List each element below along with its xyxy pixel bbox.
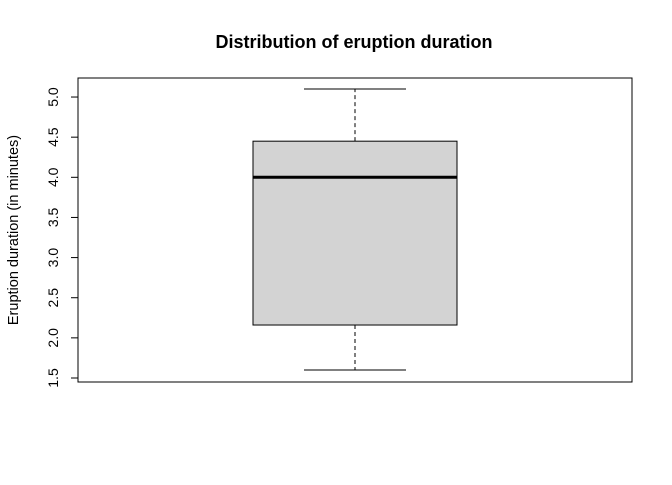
y-axis: 1.5 2.0 2.5 3.0 3.5 4.0 4.5 5.0 bbox=[45, 87, 79, 388]
y-tick-label: 2.0 bbox=[45, 328, 61, 348]
y-tick-label: 3.0 bbox=[45, 248, 61, 268]
y-tick-label: 4.0 bbox=[45, 167, 61, 187]
y-tick-label: 2.5 bbox=[45, 288, 61, 308]
y-tick-label: 5.0 bbox=[45, 87, 61, 107]
y-tick-label: 1.5 bbox=[45, 368, 61, 388]
chart-title: Distribution of eruption duration bbox=[216, 32, 493, 52]
y-tick-label: 3.5 bbox=[45, 208, 61, 228]
y-axis-label: Eruption duration (in minutes) bbox=[6, 135, 22, 325]
y-tick-label: 4.5 bbox=[45, 127, 61, 147]
chart-marks bbox=[252, 88, 458, 371]
iqr-box bbox=[252, 140, 458, 326]
